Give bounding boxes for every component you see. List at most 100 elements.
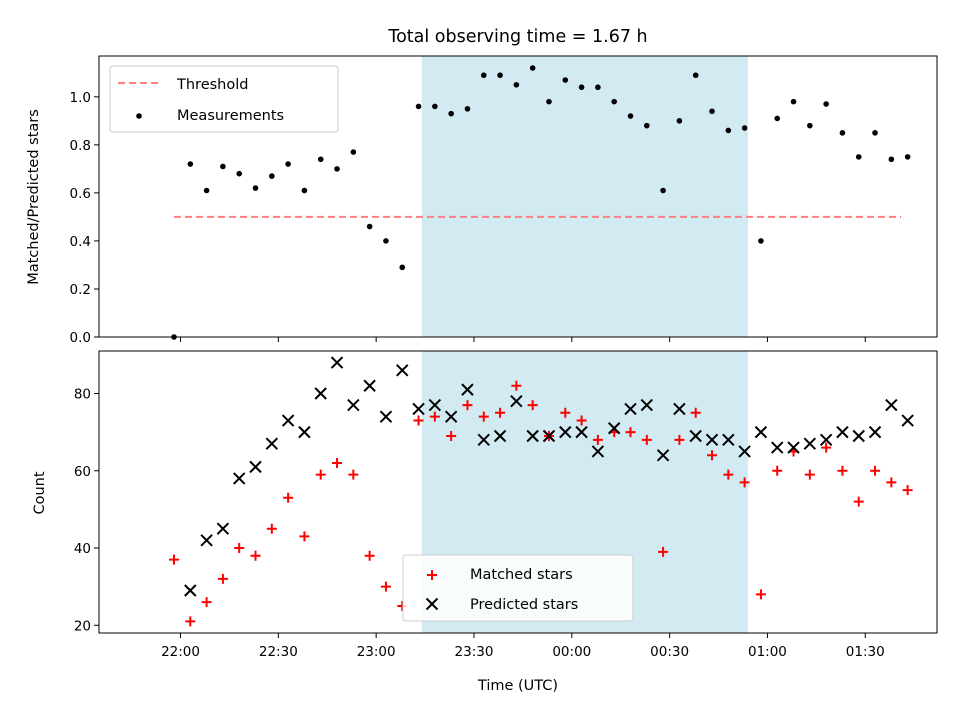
measurement-point (480, 72, 487, 79)
matched-star-point (201, 597, 212, 608)
predicted-star-point (803, 437, 817, 450)
matched-star-point (511, 380, 522, 391)
measurement-point (888, 156, 895, 163)
bottom-plot-frame (98, 350, 938, 634)
measurement-point (448, 110, 454, 117)
measurement-point (399, 264, 406, 271)
predicted-star-point (885, 398, 898, 412)
predicted-star-point (754, 425, 768, 439)
top-shaded-span (421, 56, 748, 337)
measurement-point (269, 173, 275, 179)
predicted-star-point (428, 398, 442, 412)
measurement-point (301, 187, 308, 194)
matched-star-point (576, 415, 587, 426)
measurement-point (774, 115, 781, 122)
predicted-star-point (347, 398, 360, 412)
measurement-point (546, 98, 552, 105)
matched-star-point (755, 589, 766, 600)
measurement-point (578, 84, 585, 91)
measurement-point (366, 223, 373, 230)
predicted-star-point (607, 422, 621, 435)
top-y-tick-label: 0.4 (70, 234, 91, 250)
top-legend: Threshold Measurements (109, 65, 339, 133)
predicted-star-point (722, 433, 735, 447)
ratio-panel: 0.0 0.2 0.4 0.6 0.8 1.0 Threshold Measurements (70, 55, 938, 346)
matched-star-point (380, 581, 391, 592)
x-axis-label: Time (UTC) (477, 678, 558, 694)
matched-star-point (658, 546, 669, 557)
matched-star-point (332, 458, 343, 469)
matched-star-point (299, 531, 310, 542)
bottom-y-tick-label: 60 (74, 464, 91, 480)
matched-star-point (690, 407, 701, 418)
measurement-point (823, 101, 829, 107)
top-plot-frame (98, 55, 938, 338)
predicted-star-point (901, 414, 914, 427)
matched-star-point (283, 492, 294, 503)
predicted-star-point (868, 425, 882, 439)
measurement-point (317, 156, 324, 163)
measurement-point (497, 72, 503, 79)
legend-matched-swatch (427, 570, 437, 580)
bottom-y-axis-label: Count (32, 471, 48, 514)
x-tick-label: 22:00 (161, 644, 200, 660)
matched-star-point (413, 415, 424, 426)
matched-star-point (234, 543, 245, 554)
matched-star-point (886, 477, 897, 488)
measurement-point (839, 130, 846, 136)
matched-star-point (641, 434, 652, 445)
predicted-star-point (771, 441, 784, 454)
matched-star-point (250, 550, 261, 561)
matched-star-point (772, 465, 783, 476)
bottom-legend: Matched stars Predicted stars (402, 554, 634, 622)
measurement-point (790, 98, 797, 105)
matched-star-point (266, 523, 277, 534)
predicted-star-point (624, 402, 637, 416)
predicted-star-point (787, 441, 800, 454)
x-tick-label: 01:00 (748, 644, 787, 660)
matched-star-point (348, 469, 359, 480)
measurement-point (660, 187, 666, 194)
x-tick-label: 00:00 (552, 644, 591, 660)
predicted-star-point (493, 429, 507, 443)
measurement-point (725, 127, 732, 134)
predicted-star-point (298, 425, 311, 439)
count-panel: 20 40 60 80 22:00 22:30 23:00 23:30 00:00 00:30 01… (74, 350, 938, 660)
measurement-point (203, 187, 210, 194)
measurement-point (187, 161, 194, 167)
measurement-point (252, 185, 259, 191)
predicted-star-point (216, 522, 230, 535)
measurement-point (758, 238, 764, 244)
x-tick-label: 22:30 (259, 644, 298, 660)
predicted-star-point (526, 429, 539, 443)
predicted-star-point (412, 402, 425, 416)
predicted-star-point (379, 410, 393, 423)
matched-star-point (853, 496, 864, 507)
measurement-point (383, 238, 389, 244)
predicted-star-point (233, 472, 246, 485)
matched-star-point (625, 427, 636, 438)
predicted-star-point (200, 534, 213, 547)
measurement-point (855, 154, 862, 160)
matched-star-point (870, 465, 881, 476)
predicted-star-point (314, 387, 327, 400)
matched-star-point (364, 550, 375, 561)
predicted-star-point (819, 433, 833, 447)
matched-star-point (168, 554, 179, 565)
predicted-star-point (184, 584, 197, 597)
measurement-point (529, 65, 536, 71)
legend-predicted-label: Predicted stars (470, 597, 578, 613)
predicted-star-point (510, 395, 523, 408)
x-tick-label: 23:30 (455, 644, 494, 660)
matched-star-point (674, 434, 685, 445)
matched-star-point (446, 430, 457, 441)
measurement-point (611, 98, 617, 105)
predicted-star-point (852, 429, 865, 443)
matched-star-point (560, 407, 571, 418)
legend-threshold-label: Threshold (176, 77, 248, 93)
measurement-point (643, 122, 650, 129)
measurement-point (334, 166, 340, 172)
measurement-point (350, 149, 357, 155)
measurement-point (872, 130, 878, 136)
bottom-y-tick-label: 40 (74, 541, 91, 557)
